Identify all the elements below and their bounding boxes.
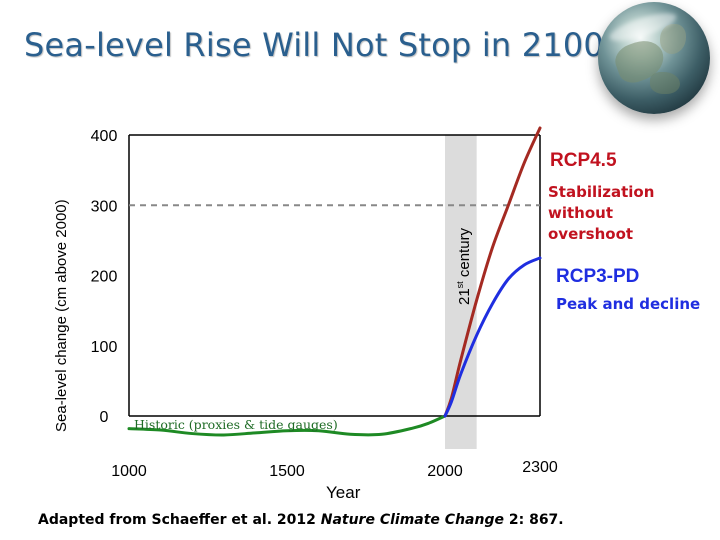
x-tick-label-2300: 2300: [522, 459, 558, 476]
y-tick-label-200: 200: [91, 269, 118, 286]
series-label-rcp45: RCP4.5: [550, 150, 617, 171]
x-tick-label-1500: 1500: [269, 463, 305, 480]
series-line-historic: [127, 414, 447, 437]
y-tick-label-100: 100: [91, 339, 118, 356]
x-tick-label-2000: 2000: [427, 463, 463, 480]
x-axis-label: Year: [326, 483, 361, 502]
century-band-label: 21st century: [455, 227, 473, 305]
source-credit: Adapted from Schaeffer et al. 2012 Natur…: [38, 512, 564, 528]
series-sublabel-rcp45: Stabilization without overshoot: [548, 183, 655, 243]
series-sublabel-rcp3pd: Peak and decline: [556, 295, 701, 313]
series-line-rcp3pd: [443, 256, 542, 418]
y-tick-label-400: 400: [91, 128, 118, 145]
globe-icon: [598, 2, 710, 114]
series-label-rcp3pd: RCP3-PD: [556, 266, 640, 287]
x-tick-label-1000: 1000: [111, 463, 147, 480]
y-axis-label: Sea-level change (cm above 2000): [53, 199, 70, 432]
series-label-historic: Historic (proxies & tide gauges): [134, 417, 338, 432]
page-title: Sea-level Rise Will Not Stop in 2100: [24, 26, 604, 64]
y-tick-label-0: 0: [100, 409, 109, 426]
y-tick-label-300: 300: [91, 198, 118, 215]
